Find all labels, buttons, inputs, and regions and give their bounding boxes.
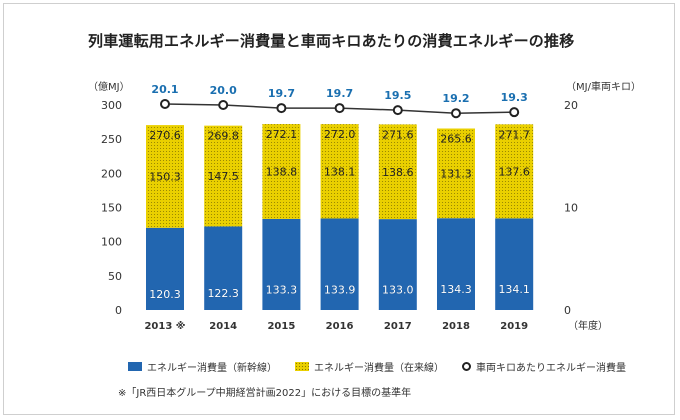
data-label-intensity: 19.2 (442, 92, 469, 105)
data-label-intensity: 19.7 (326, 87, 353, 100)
data-label-shinkansen: 133.3 (266, 283, 298, 296)
bar-conventional (204, 125, 243, 227)
data-label-shinkansen: 134.3 (440, 283, 472, 296)
data-label-conventional: 138.1 (324, 165, 356, 178)
legend-label-shinkansen: エネルギー消費量（新幹線） (147, 363, 277, 374)
x-tick-label: 2016 (326, 321, 354, 332)
data-label-shinkansen: 133.9 (324, 283, 356, 296)
data-label-total: 271.7 (498, 128, 530, 141)
data-label-shinkansen: 133.0 (382, 284, 414, 297)
legend-item-intensity: 車両キロあたりエネルギー消費量 (462, 359, 626, 374)
data-label-total: 265.6 (440, 133, 472, 146)
data-label-intensity: 19.7 (268, 87, 295, 100)
y-left-tick-label: 250 (101, 133, 122, 146)
footnote: ※「JR西日本グループ中期経営計画2022」における目標の基準年 (118, 388, 412, 399)
data-label-total: 272.1 (266, 128, 298, 141)
bar-shinkansen (146, 227, 184, 310)
bar-conventional (146, 125, 184, 228)
bar-shinkansen (378, 219, 417, 310)
data-label-intensity: 19.3 (501, 91, 528, 104)
y-right-tick-label: 20 (564, 99, 578, 112)
legend-item-conventional: エネルギー消費量（在来線） (295, 359, 444, 374)
data-label-total: 271.6 (382, 128, 414, 141)
intensity-point (276, 103, 287, 114)
intensity-point (160, 98, 170, 109)
data-label-shinkansen: 120.3 (149, 288, 181, 301)
bar-conventional (437, 128, 475, 219)
y-left-tick-label: 150 (101, 202, 122, 215)
legend-marker-intensity (462, 362, 471, 371)
data-label-shinkansen: 134.1 (498, 283, 530, 296)
data-label-conventional: 147.5 (207, 170, 239, 183)
bar-shinkansen (437, 218, 475, 310)
chart-frame (3, 3, 675, 415)
y-left-axis-label: （億MJ） (88, 80, 130, 93)
bar-shinkansen (262, 218, 301, 310)
intensity-point (509, 107, 520, 118)
x-axis-unit-label: （年度） (568, 319, 608, 332)
y-left-tick-label: 0 (115, 304, 122, 317)
y-right-tick-label: 10 (564, 202, 578, 215)
y-left-tick-label: 200 (101, 167, 122, 180)
legend: エネルギー消費量（新幹線） エネルギー消費量（在来線） 車両キロあたりエネルギー… (128, 359, 626, 374)
chart-title: 列車運転用エネルギー消費量と車両キロあたりの消費エネルギーの推移 (88, 32, 575, 50)
bar-conventional (495, 124, 534, 219)
legend-item-shinkansen: エネルギー消費量（新幹線） (128, 359, 277, 374)
data-label-shinkansen: 122.3 (207, 287, 239, 300)
data-label-conventional: 138.6 (382, 166, 414, 179)
data-label-intensity: 20.1 (151, 83, 178, 96)
intensity-point (392, 105, 403, 116)
data-label-total: 272.0 (324, 128, 356, 141)
x-tick-label: 2013 ※ (144, 320, 185, 332)
x-tick-label: 2017 (384, 321, 412, 332)
bar-conventional (378, 124, 417, 220)
bar-shinkansen (204, 226, 243, 310)
intensity-point (218, 100, 229, 110)
data-label-conventional: 131.3 (440, 167, 472, 180)
intensity-point (334, 103, 345, 114)
legend-label-conventional: エネルギー消費量（在来線） (314, 363, 444, 374)
y-right-tick-label: 0 (564, 304, 571, 317)
y-left-tick-label: 100 (101, 236, 122, 249)
data-label-intensity: 19.5 (384, 89, 411, 102)
legend-label-intensity: 車両キロあたりエネルギー消費量 (476, 363, 626, 374)
x-tick-label: 2018 (442, 321, 470, 332)
data-label-total: 269.8 (207, 130, 239, 143)
x-tick-label: 2019 (500, 321, 528, 332)
data-label-conventional: 150.3 (149, 170, 181, 183)
intensity-point (451, 108, 461, 119)
legend-swatch-shinkansen (128, 362, 142, 371)
data-label-intensity: 20.0 (210, 84, 237, 97)
legend-swatch-conventional (295, 362, 309, 371)
bar-shinkansen (495, 218, 534, 310)
x-tick-label: 2015 (267, 321, 295, 332)
x-tick-label: 2014 (209, 321, 237, 332)
y-left-tick-label: 50 (108, 270, 122, 283)
y-left-tick-label: 300 (101, 99, 122, 112)
bar-shinkansen (320, 218, 359, 310)
bar-conventional (262, 124, 301, 219)
data-label-total: 270.6 (149, 129, 181, 142)
data-label-conventional: 138.8 (266, 165, 298, 178)
y-right-axis-label: （MJ/車両キロ） (566, 80, 641, 93)
data-label-conventional: 137.6 (498, 165, 530, 178)
bar-conventional (320, 124, 359, 219)
